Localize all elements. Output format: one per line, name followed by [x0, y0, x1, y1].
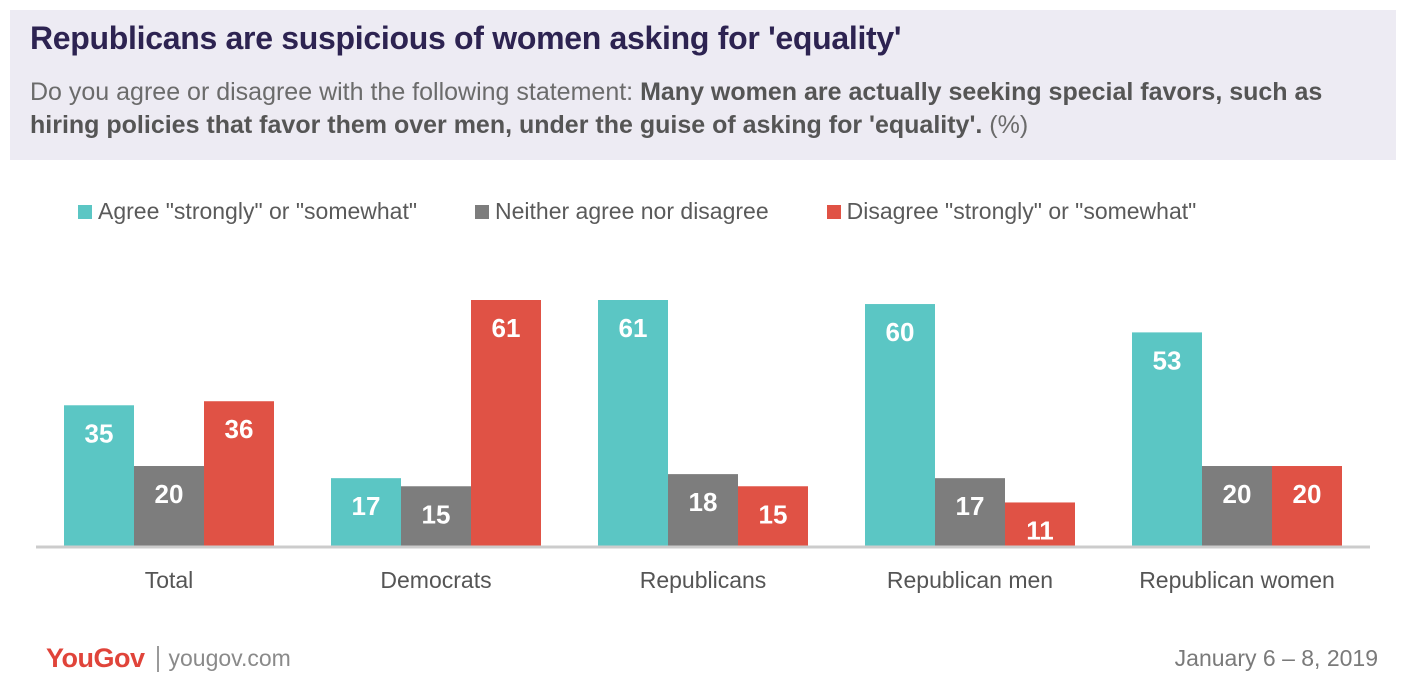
bar-neither-0: [134, 466, 204, 547]
bar-disagree-2: [738, 486, 808, 547]
bar-agree-4: [1132, 332, 1202, 547]
data-label-neither-2: 18: [689, 487, 718, 517]
survey-date: January 6 – 8, 2019: [1174, 645, 1378, 671]
data-label-agree-1: 17: [352, 491, 381, 521]
bar-agree-1: [331, 478, 401, 547]
bar-disagree-3: [1005, 502, 1075, 547]
legend-swatch-agree: [78, 204, 92, 219]
bar-neither-4: [1202, 466, 1272, 547]
data-label-disagree-3: 11: [1026, 515, 1054, 545]
legend-item-disagree: Disagree "strongly" or "somewhat": [826, 198, 1197, 225]
chart-subtitle: Do you agree or disagree with the follow…: [30, 76, 1390, 142]
bar-neither-2: [668, 474, 738, 547]
bar-neither-1: [401, 486, 471, 547]
bar-agree-0: [64, 405, 134, 547]
data-label-neither-3: 17: [956, 491, 985, 521]
chart-legend: Agree "strongly" or "somewhat" Neither a…: [78, 198, 1254, 225]
data-label-neither-4: 20: [1223, 479, 1252, 509]
data-label-disagree-4: 20: [1293, 479, 1322, 509]
data-label-agree-2: 61: [619, 313, 648, 343]
data-label-disagree-0: 36: [225, 414, 254, 444]
legend-label-agree: Agree "strongly" or "somewhat": [98, 198, 418, 224]
bar-disagree-1: [471, 300, 541, 547]
chart-title: Republicans are suspicious of women aski…: [30, 20, 902, 56]
yougov-logo: YouGov: [46, 643, 145, 673]
bar-neither-3: [935, 478, 1005, 547]
legend-item-agree: Agree "strongly" or "somewhat": [78, 198, 417, 225]
legend-item-neither: Neither agree nor disagree: [475, 198, 769, 225]
legend-label-disagree: Disagree "strongly" or "somewhat": [846, 198, 1197, 224]
data-label-neither-1: 15: [422, 499, 451, 529]
data-label-agree-4: 53: [1153, 345, 1182, 375]
legend-swatch-neither: [475, 204, 490, 219]
subtitle-unit: (%): [982, 111, 1029, 139]
footer-brand: YouGov yougov.com: [46, 643, 291, 674]
category-label-0: Total: [145, 567, 194, 593]
bar-agree-2: [598, 300, 668, 547]
data-label-disagree-2: 15: [759, 499, 788, 529]
category-label-3: Republican men: [887, 567, 1053, 593]
data-label-agree-3: 60: [886, 317, 915, 347]
subtitle-statement: Many women are actually seeking special …: [30, 78, 1323, 139]
data-label-disagree-1: 61: [492, 313, 521, 343]
footer-divider: [156, 645, 159, 672]
header-panel: Republicans are suspicious of women aski…: [10, 10, 1396, 160]
category-label-1: Democrats: [380, 567, 491, 593]
legend-label-neither: Neither agree nor disagree: [495, 198, 769, 224]
bar-disagree-0: [204, 401, 274, 547]
data-label-agree-0: 35: [85, 418, 114, 448]
data-label-neither-0: 20: [155, 479, 184, 509]
bar-disagree-4: [1272, 466, 1342, 547]
legend-swatch-disagree: [826, 204, 841, 219]
category-label-2: Republicans: [640, 567, 767, 593]
category-label-4: Republican women: [1139, 567, 1335, 593]
bar-agree-3: [865, 304, 935, 547]
subtitle-question: Do you agree or disagree with the follow…: [30, 78, 641, 106]
footer-url: yougov.com: [168, 645, 291, 671]
